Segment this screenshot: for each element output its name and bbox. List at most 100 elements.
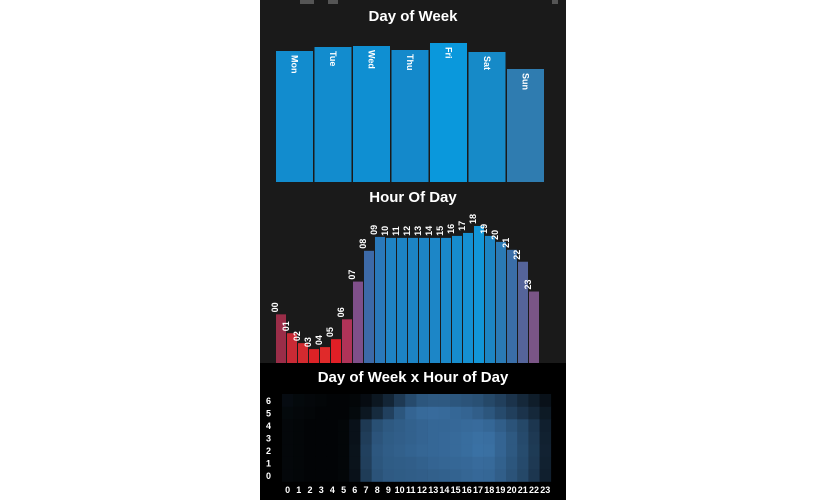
heat-cell-3-6 [349,431,361,445]
hour-label-05: 05 [325,327,335,337]
heat-cell-4-10 [394,419,406,432]
hour-bar-18 [474,225,484,363]
heat-cell-4-5 [338,419,350,432]
heat-cell-3-5 [338,431,350,445]
scroll-handle-right[interactable] [328,0,338,4]
heat-cell-6-4 [326,394,339,407]
heat-x-label-13: 13 [428,485,438,495]
heat-cell-3-3 [315,431,328,445]
heat-cell-5-17 [472,406,484,420]
heat-cell-6-16 [461,394,473,407]
hour-label-08: 08 [358,239,368,249]
heat-cell-1-16 [461,456,473,470]
hour-label-10: 10 [380,226,390,236]
heat-x-label-15: 15 [451,485,461,495]
heat-x-label-9: 9 [386,485,391,495]
heat-cell-4-4 [326,419,339,432]
hour-label-12: 12 [402,226,412,236]
heat-cell-0-14 [438,469,451,482]
heat-cell-3-18 [483,431,496,445]
heat-cell-3-0 [282,431,294,445]
heat-cell-1-17 [472,456,484,470]
heat-x-label-20: 20 [507,485,517,495]
heat-x-label-7: 7 [363,485,368,495]
hour-label-19: 19 [479,224,489,234]
heat-cell-0-6 [349,469,361,482]
heat-cell-3-22 [528,431,540,445]
heat-x-label-5: 5 [341,485,346,495]
heat-cell-6-5 [338,394,350,407]
heat-cell-3-14 [438,431,451,445]
heat-cell-5-0 [282,406,294,420]
heat-x-label-10: 10 [395,485,405,495]
heat-cell-1-1 [293,456,305,470]
hour-label-09: 09 [369,225,379,235]
hour-label-18: 18 [468,214,478,224]
hour-bar-10 [386,237,396,363]
heat-cell-4-6 [349,419,361,432]
dow-label-thu: Thu [405,54,415,71]
heat-cell-0-12 [416,469,428,482]
dow-bar-thu [391,50,429,182]
heat-cell-3-2 [304,431,316,445]
heat-cell-5-16 [461,406,473,420]
heat-cell-5-21 [517,406,529,420]
dow-label-sat: Sat [482,56,492,70]
scroll-handle-left[interactable] [300,0,314,4]
heat-cell-5-9 [382,406,395,420]
hour-bar-00 [276,314,286,363]
hour-label-01: 01 [281,321,291,331]
heat-cell-1-23 [539,456,552,470]
heat-cell-0-0 [282,469,294,482]
heat-cell-4-17 [472,419,484,432]
heat-cell-5-15 [450,406,462,420]
heat-cell-0-13 [427,469,440,482]
heat-cell-5-12 [416,406,428,420]
heat-cell-3-10 [394,431,406,445]
heat-cell-3-20 [506,431,518,445]
heat-cell-0-20 [506,469,518,482]
heat-cell-2-8 [371,444,384,457]
heat-cell-0-5 [338,469,350,482]
heat-cell-2-1 [293,444,305,457]
heat-cell-3-21 [517,431,529,445]
hour-label-17: 17 [457,221,467,231]
heat-cell-4-13 [427,419,440,432]
heat-x-label-21: 21 [518,485,528,495]
hour-label-14: 14 [424,226,434,236]
heat-cell-3-7 [360,431,372,445]
heat-cell-2-20 [506,444,518,457]
heat-cell-3-1 [293,431,305,445]
heat-cell-1-19 [494,456,507,470]
heat-x-label-3: 3 [319,485,324,495]
heat-cell-3-8 [371,431,384,445]
heat-cell-3-4 [326,431,339,445]
heat-x-label-11: 11 [406,485,416,495]
heat-cell-6-22 [528,394,540,407]
heat-cell-5-22 [528,406,540,420]
heat-x-label-19: 19 [495,485,505,495]
hour-label-23: 23 [523,279,533,289]
dow-bar-tue [314,47,352,182]
dow-label-wed: Wed [367,50,377,69]
heat-x-label-14: 14 [439,485,449,495]
heat-cell-2-4 [326,444,339,457]
heat-cell-0-19 [494,469,507,482]
heat-x-label-18: 18 [484,485,494,495]
heat-cell-6-23 [539,394,552,407]
scroll-handle-end[interactable] [552,0,558,4]
hour-bar-17 [463,232,473,363]
heat-cell-1-11 [405,456,417,470]
dow-label-fri: Fri [444,47,454,59]
heat-cell-5-18 [483,406,496,420]
heat-y-label-5: 5 [266,409,271,419]
heat-x-label-12: 12 [417,485,427,495]
heat-cell-4-12 [416,419,428,432]
heat-cell-2-14 [438,444,451,457]
heat-cell-1-7 [360,456,372,470]
heat-cell-0-1 [293,469,305,482]
dow-bar-fri [430,43,467,182]
hour-bar-19 [485,235,495,363]
heat-cell-1-5 [338,456,350,470]
